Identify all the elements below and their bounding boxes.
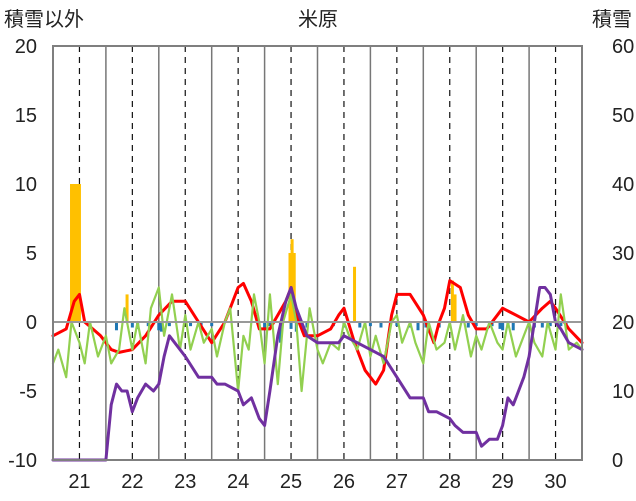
- bar-mark: [474, 322, 478, 327]
- right-tick-label: 0: [612, 450, 623, 472]
- bar-mark: [379, 322, 383, 328]
- left-tick-label: 20: [15, 36, 37, 58]
- bar-mark: [416, 322, 420, 331]
- bar-mark: [278, 322, 282, 343]
- left-tick-label: 10: [15, 174, 37, 196]
- bar-mark: [75, 184, 79, 322]
- bar-mark: [559, 322, 563, 327]
- bar-mark: [353, 266, 357, 322]
- tick-labels: -10 -5 0 5 10 15 20 0 10 20 30 40 50 60 21 22 23 24 25 26 27…: [8, 36, 634, 493]
- x-tick-label: 23: [174, 471, 196, 493]
- bar-mark: [268, 322, 272, 327]
- bar-mark: [167, 322, 171, 327]
- right-tick-label: 20: [612, 312, 634, 334]
- series-line: [51, 279, 584, 386]
- bar-mark: [77, 184, 81, 322]
- bar-mark: [548, 322, 552, 327]
- bar-mark: [450, 280, 454, 322]
- right-axis-label: 積雪: [592, 8, 632, 31]
- bar-mark: [72, 184, 76, 322]
- bar-mark: [292, 253, 296, 322]
- right-tick-label: 40: [612, 174, 634, 196]
- x-tick-label: 25: [280, 471, 302, 493]
- x-tick-label: 26: [333, 471, 355, 493]
- bar-mark: [498, 322, 502, 329]
- right-tick-label: 10: [612, 381, 634, 403]
- bar-mark: [501, 322, 505, 331]
- bar-mark: [290, 239, 294, 322]
- right-tick-label: 60: [612, 36, 634, 58]
- bar-mark: [466, 322, 470, 328]
- bar-mark: [210, 322, 214, 327]
- bar-mark: [189, 322, 193, 327]
- bar-mark: [289, 322, 293, 329]
- bar-mark: [263, 322, 267, 329]
- x-tick-label: 30: [544, 471, 566, 493]
- left-axis-label: 積雪以外: [4, 8, 84, 31]
- bar-mark: [368, 322, 372, 327]
- plot-frame: [52, 45, 583, 461]
- bar-mark: [130, 322, 134, 328]
- right-tick-label: 30: [612, 243, 634, 265]
- left-tick-label: 15: [15, 105, 37, 127]
- bar-mark: [114, 322, 118, 331]
- right-tick-label: 50: [612, 105, 634, 127]
- bar-mark: [157, 322, 161, 331]
- bar-mark: [159, 322, 163, 332]
- x-tick-label: 29: [492, 471, 514, 493]
- line-series: [51, 279, 584, 462]
- axes: [52, 45, 583, 461]
- left-tick-label: 0: [26, 312, 37, 334]
- series-line: [51, 286, 584, 393]
- chart-title: 米原: [298, 8, 338, 31]
- x-tick-label: 24: [227, 471, 249, 493]
- left-tick-label: -5: [19, 381, 37, 403]
- x-tick-label: 21: [68, 471, 90, 493]
- x-tick-label: 27: [386, 471, 408, 493]
- bar-mark: [358, 322, 362, 328]
- bar-mark: [146, 322, 150, 327]
- series-line: [51, 286, 584, 462]
- x-tick-label: 28: [439, 471, 461, 493]
- bar-mark: [511, 322, 515, 331]
- left-tick-label: 5: [26, 243, 37, 265]
- x-tick-label: 22: [121, 471, 143, 493]
- bar-mark: [70, 184, 74, 322]
- bar-mark: [125, 294, 129, 322]
- bar-mark: [540, 322, 544, 328]
- left-tick-label: -10: [8, 450, 37, 472]
- bar-mark: [395, 322, 399, 327]
- bar-mark: [453, 294, 457, 322]
